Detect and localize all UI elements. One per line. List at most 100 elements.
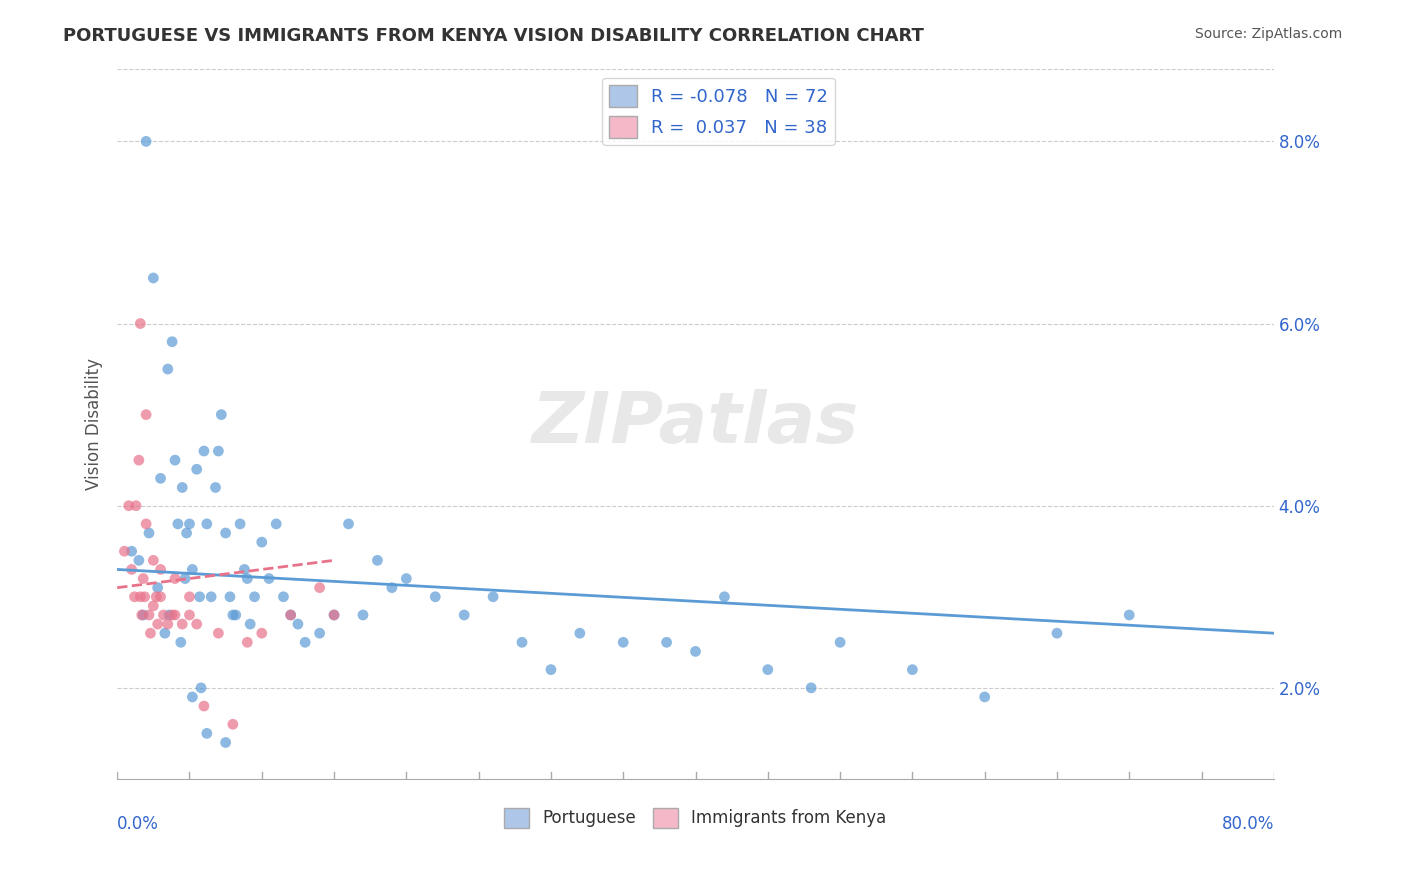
Text: 0.0%: 0.0% xyxy=(117,815,159,833)
Point xyxy=(1118,607,1140,622)
Point xyxy=(131,607,153,622)
Point xyxy=(188,590,211,604)
Point xyxy=(132,607,155,622)
Point xyxy=(323,607,346,622)
Point xyxy=(214,735,236,749)
Point xyxy=(222,717,245,731)
Point xyxy=(179,607,201,622)
Text: Source: ZipAtlas.com: Source: ZipAtlas.com xyxy=(1195,27,1343,41)
Point xyxy=(174,572,197,586)
Point xyxy=(193,444,215,458)
Point xyxy=(200,590,222,604)
Point xyxy=(138,607,160,622)
Point xyxy=(323,607,346,622)
Point xyxy=(128,453,150,467)
Text: ZIPatlas: ZIPatlas xyxy=(531,389,859,458)
Point xyxy=(308,581,330,595)
Point xyxy=(112,544,135,558)
Point xyxy=(280,607,302,622)
Point xyxy=(250,535,273,549)
Point xyxy=(172,480,194,494)
Point xyxy=(236,572,259,586)
Point xyxy=(129,590,152,604)
Point xyxy=(655,635,678,649)
Point xyxy=(366,553,388,567)
Point xyxy=(186,617,208,632)
Point xyxy=(207,444,229,458)
Point xyxy=(124,590,146,604)
Point xyxy=(157,607,180,622)
Point xyxy=(142,553,165,567)
Point xyxy=(176,526,198,541)
Point xyxy=(209,408,232,422)
Point xyxy=(179,590,201,604)
Point xyxy=(204,480,226,494)
Point xyxy=(146,617,169,632)
Point xyxy=(134,590,156,604)
Point xyxy=(540,663,562,677)
Point xyxy=(152,607,174,622)
Point xyxy=(153,626,176,640)
Y-axis label: Vision Disability: Vision Disability xyxy=(86,358,103,490)
Point xyxy=(146,581,169,595)
Point xyxy=(264,516,287,531)
Point xyxy=(121,544,143,558)
Point xyxy=(135,516,157,531)
Point xyxy=(222,607,245,622)
Point xyxy=(172,617,194,632)
Point xyxy=(181,562,204,576)
Point xyxy=(395,572,418,586)
Point xyxy=(193,699,215,714)
Point xyxy=(128,553,150,567)
Point xyxy=(163,572,186,586)
Point xyxy=(190,681,212,695)
Point xyxy=(181,690,204,704)
Point xyxy=(145,590,167,604)
Point xyxy=(195,726,218,740)
Point xyxy=(568,626,591,640)
Point xyxy=(149,562,172,576)
Point xyxy=(163,607,186,622)
Point xyxy=(901,663,924,677)
Point xyxy=(167,516,190,531)
Point xyxy=(186,462,208,476)
Point xyxy=(280,607,302,622)
Point xyxy=(129,317,152,331)
Point xyxy=(337,516,360,531)
Point xyxy=(482,590,505,604)
Point xyxy=(195,516,218,531)
Point xyxy=(257,572,280,586)
Point xyxy=(160,607,183,622)
Text: 80.0%: 80.0% xyxy=(1222,815,1274,833)
Point xyxy=(287,617,309,632)
Point xyxy=(756,663,779,677)
Point xyxy=(612,635,634,649)
Legend: Portuguese, Immigrants from Kenya: Portuguese, Immigrants from Kenya xyxy=(498,801,893,835)
Point xyxy=(273,590,295,604)
Point xyxy=(510,635,533,649)
Text: PORTUGUESE VS IMMIGRANTS FROM KENYA VISION DISABILITY CORRELATION CHART: PORTUGUESE VS IMMIGRANTS FROM KENYA VISI… xyxy=(63,27,924,45)
Point xyxy=(132,572,155,586)
Point xyxy=(149,590,172,604)
Point xyxy=(229,516,252,531)
Point xyxy=(453,607,475,622)
Point xyxy=(207,626,229,640)
Point xyxy=(233,562,256,576)
Point xyxy=(830,635,852,649)
Point xyxy=(352,607,374,622)
Point xyxy=(425,590,447,604)
Point xyxy=(219,590,242,604)
Point xyxy=(713,590,735,604)
Point xyxy=(381,581,404,595)
Point xyxy=(179,516,201,531)
Point xyxy=(156,617,179,632)
Point xyxy=(149,471,172,485)
Point xyxy=(308,626,330,640)
Point xyxy=(160,334,183,349)
Point xyxy=(163,453,186,467)
Point xyxy=(1046,626,1069,640)
Point xyxy=(142,271,165,285)
Point xyxy=(214,526,236,541)
Point xyxy=(138,526,160,541)
Point xyxy=(243,590,266,604)
